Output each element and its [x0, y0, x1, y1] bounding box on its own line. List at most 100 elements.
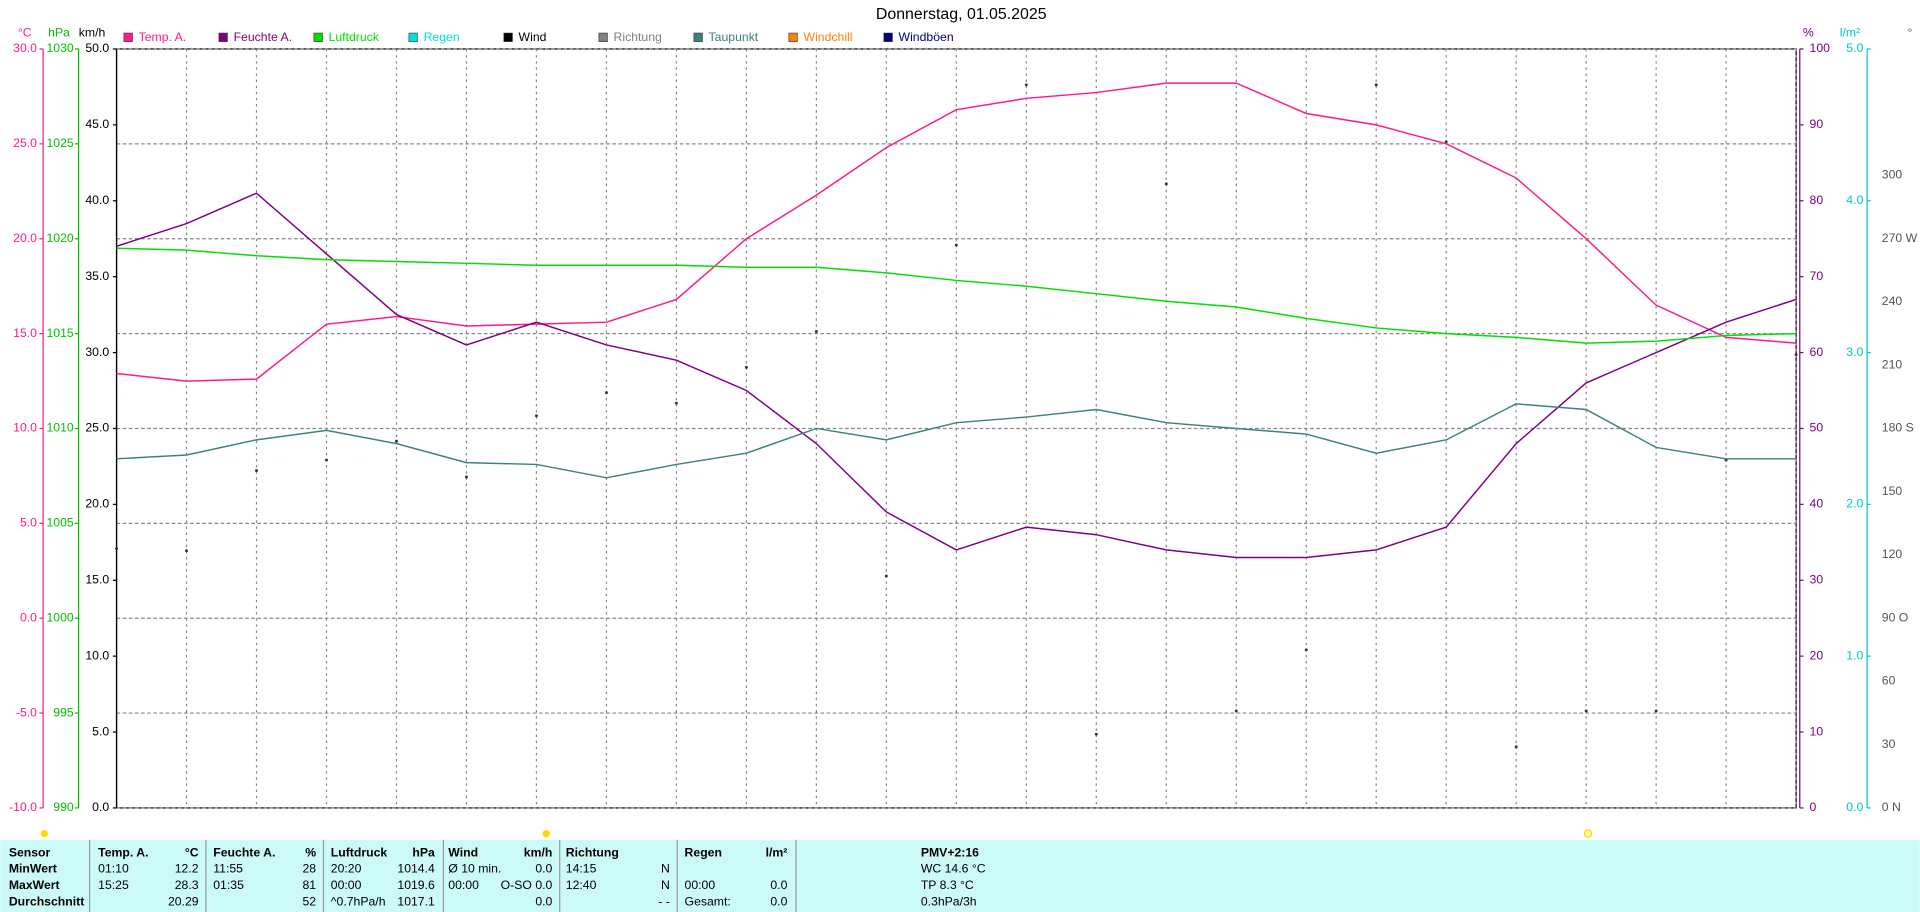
table-header-cell: Wind [448, 845, 478, 859]
table-cell: 00:00 [685, 878, 716, 892]
y-tick-label: 90 O [1882, 610, 1909, 624]
direction-dot [1024, 83, 1028, 87]
y-tick-label: 100 [1810, 41, 1831, 55]
y-tick-label: 0.0 [20, 610, 37, 624]
y-tick-label: -10.0 [9, 800, 37, 814]
table-cell: 20:20 [331, 861, 362, 875]
direction-dot [464, 475, 468, 479]
direction-dot [1304, 648, 1308, 652]
y-tick-label: 2.0 [1846, 497, 1863, 511]
y-tick-label: 1010 [46, 421, 73, 435]
table-header-cell: Sensor [9, 845, 51, 859]
y-tick-label: 1015 [46, 326, 73, 340]
direction-dot [1584, 709, 1588, 713]
legend-label: Wind [519, 30, 547, 44]
legend-swatch [218, 32, 228, 42]
y-tick-label: 270 W [1882, 231, 1918, 245]
sun-marker [542, 829, 550, 838]
y-tick-label: 25.0 [13, 136, 37, 150]
table-cell: 81 [302, 878, 316, 892]
table-cell: N [661, 878, 670, 892]
table-cell: O-SO 0.0 [501, 878, 553, 892]
series-line [116, 192, 1797, 559]
table-cell: 1019.6 [397, 878, 435, 892]
y-tick-label: 210 [1882, 357, 1903, 371]
y-tick-label: 300 [1882, 168, 1903, 182]
axis-unit: °C [18, 25, 32, 39]
y-tick-label: 120 [1882, 547, 1903, 561]
table-header-cell: MinWert [9, 861, 57, 875]
table-cell: 12.2 [175, 861, 199, 875]
legend-label: Richtung [614, 30, 662, 44]
table-cell: Ø 10 min. [448, 861, 501, 875]
legend-swatch [503, 32, 513, 42]
y-tick-label: 80 [1810, 193, 1824, 207]
legend-swatch [788, 32, 798, 42]
sun-marker [40, 829, 48, 838]
direction-dot [1164, 182, 1168, 186]
table-cell: 28.3 [175, 878, 199, 892]
table-cell: 01:10 [98, 861, 129, 875]
y-tick-label: 150 [1882, 484, 1903, 498]
y-tick-label: 25.0 [85, 421, 109, 435]
y-tick-label: 90 [1810, 117, 1824, 131]
y-tick-label: 5.0 [1846, 41, 1863, 55]
axis-unit: % [1803, 25, 1814, 39]
legend-label: Luftdruck [329, 30, 380, 44]
series-line [116, 82, 1797, 382]
direction-dot [255, 469, 258, 473]
y-tick-label: 0 N [1882, 800, 1901, 814]
direction-dot [1794, 353, 1798, 357]
table-cell: 28 [302, 861, 316, 875]
direction-dot [814, 330, 818, 333]
legend-label: Regen [424, 30, 460, 44]
y-tick-label: 30 [1810, 572, 1824, 586]
y-tick-label: 50 [1810, 421, 1824, 435]
table-cell: 12:40 [566, 878, 597, 892]
y-tick-label: 1000 [46, 610, 73, 624]
y-tick-label: 20.0 [13, 231, 37, 245]
direction-dot [115, 547, 119, 551]
y-tick-label: 3.0 [1846, 345, 1863, 359]
legend-swatch [313, 32, 323, 42]
table-header-cell: Luftdruck [331, 845, 388, 859]
table-header-cell: hPa [412, 845, 435, 859]
y-tick-label: 5.0 [20, 516, 37, 530]
axis-unit: km/h [79, 25, 106, 39]
y-tick-label: 0.0 [1846, 800, 1863, 814]
table-cell: - - [658, 894, 670, 908]
sun-marker [1583, 829, 1593, 838]
y-tick-label: 180 S [1882, 421, 1914, 435]
table-cell: 52 [302, 894, 316, 908]
legend-label: Feuchte A. [234, 30, 293, 44]
y-tick-label: 30.0 [85, 345, 109, 359]
y-tick-label: 50.0 [85, 41, 109, 55]
direction-dot [325, 458, 328, 462]
y-tick-label: 10.0 [13, 421, 37, 435]
direction-dot [1234, 709, 1238, 713]
direction-dot [534, 414, 538, 418]
y-tick-label: 995 [53, 705, 74, 719]
legend-swatch [598, 32, 608, 42]
table-header-cell: Feuchte A. [213, 845, 275, 859]
direction-dot [185, 549, 189, 553]
y-tick-label: 30.0 [13, 41, 37, 55]
y-tick-label: 15.0 [85, 572, 109, 586]
y-tick-label: 1005 [46, 516, 73, 530]
legend-swatch [123, 32, 133, 42]
table-cell: 1014.4 [397, 861, 435, 875]
table-header-cell: l/m² [766, 845, 788, 859]
direction-dot [884, 574, 888, 578]
y-tick-label: 1020 [46, 231, 73, 245]
direction-dot [395, 439, 398, 443]
direction-dot [1514, 745, 1518, 749]
legend-label: Taupunkt [709, 30, 759, 44]
direction-dot [604, 391, 608, 395]
table-header-cell: PMV+2:16 [921, 845, 979, 859]
y-tick-label: 240 [1882, 294, 1903, 308]
table-header-cell: Richtung [566, 845, 619, 859]
y-tick-label: 990 [53, 800, 74, 814]
legend-label: Temp. A. [139, 30, 187, 44]
table-cell: 0.0 [770, 878, 787, 892]
